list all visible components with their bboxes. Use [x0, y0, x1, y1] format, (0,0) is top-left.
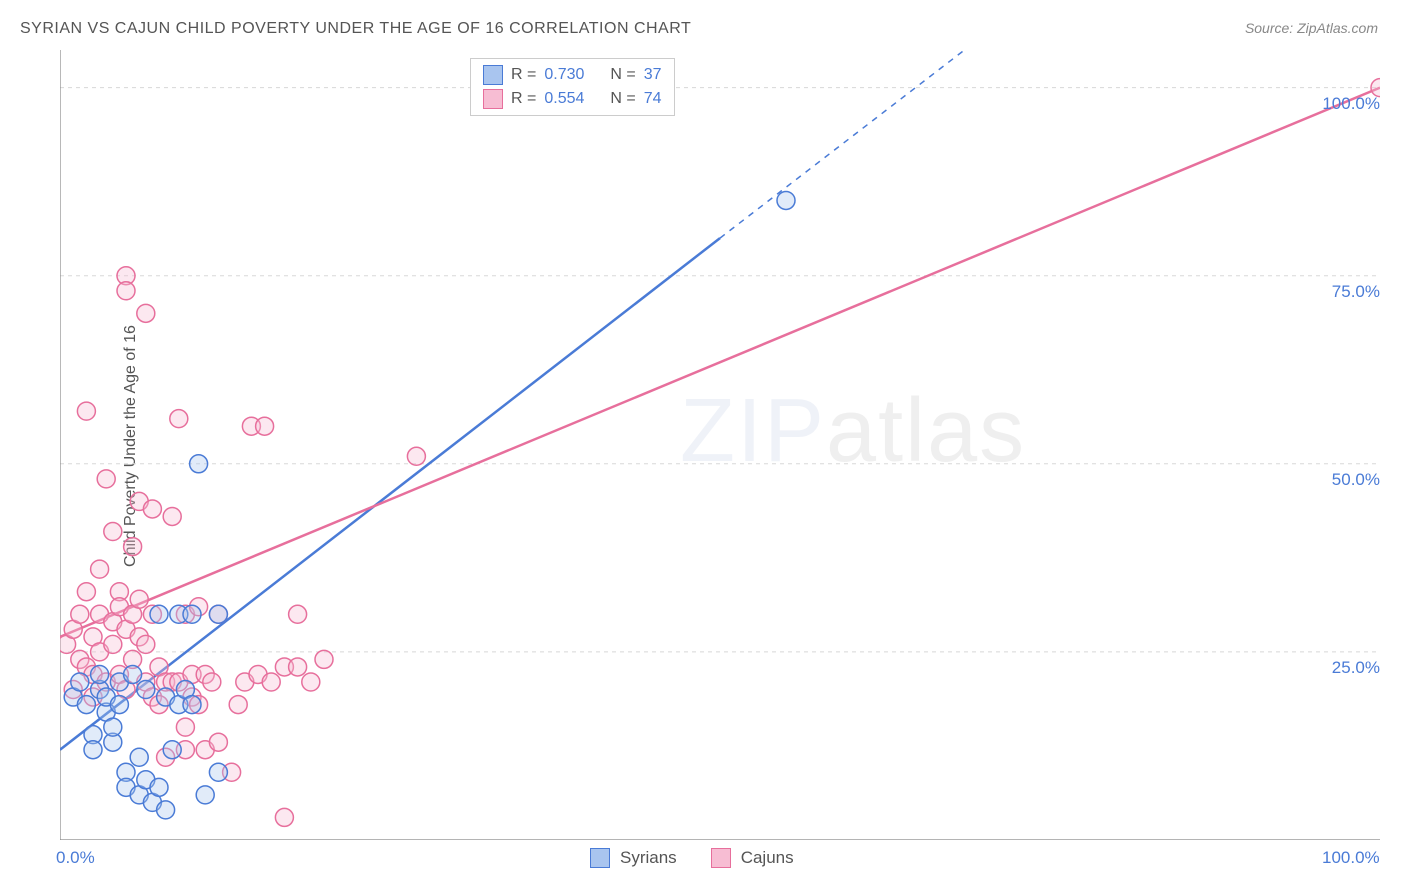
- legend-label-cajuns: Cajuns: [741, 848, 794, 868]
- swatch-syrians: [590, 848, 610, 868]
- n-value: 74: [644, 90, 662, 108]
- xtick-100: 100.0%: [1322, 848, 1380, 868]
- legend-row-cajuns: R = 0.554 N = 74: [471, 87, 674, 111]
- n-label: N =: [610, 90, 635, 108]
- ytick-100: 100.0%: [1322, 94, 1380, 114]
- r-value: 0.730: [544, 66, 584, 84]
- xtick-0: 0.0%: [56, 848, 95, 868]
- legend-row-syrians: R = 0.730 N = 37: [471, 63, 674, 87]
- swatch-cajuns: [711, 848, 731, 868]
- legend-label-syrians: Syrians: [620, 848, 677, 868]
- r-label: R =: [511, 66, 536, 84]
- scatter-plot: [60, 50, 1380, 840]
- correlation-legend: R = 0.730 N = 37 R = 0.554 N = 74: [470, 58, 675, 116]
- n-label: N =: [610, 66, 635, 84]
- chart-title: SYRIAN VS CAJUN CHILD POVERTY UNDER THE …: [20, 20, 691, 38]
- swatch-cajuns: [483, 89, 503, 109]
- ytick-50: 50.0%: [1332, 470, 1380, 490]
- r-value: 0.554: [544, 90, 584, 108]
- series-legend: Syrians Cajuns: [590, 848, 794, 868]
- n-value: 37: [644, 66, 662, 84]
- source-label: Source: ZipAtlas.com: [1245, 20, 1378, 36]
- ytick-25: 25.0%: [1332, 658, 1380, 678]
- swatch-syrians: [483, 65, 503, 85]
- ytick-75: 75.0%: [1332, 282, 1380, 302]
- r-label: R =: [511, 90, 536, 108]
